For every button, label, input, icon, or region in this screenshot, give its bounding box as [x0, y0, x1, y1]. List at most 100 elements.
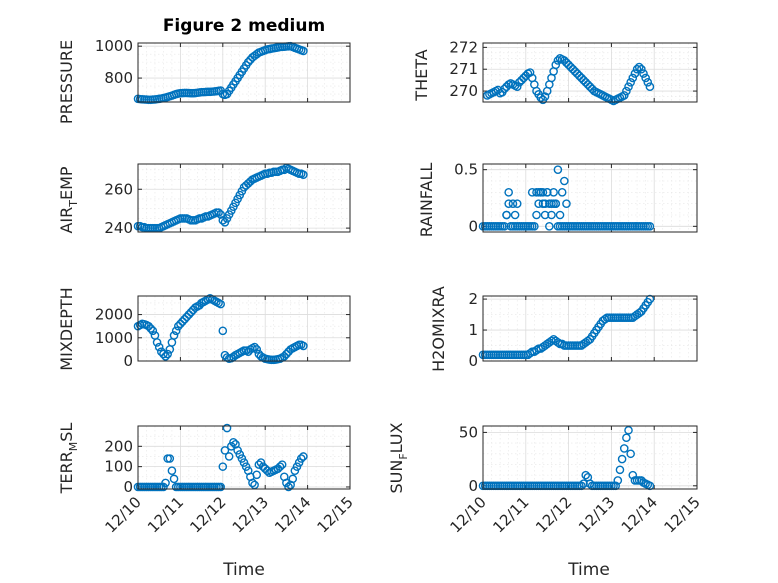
theta-point	[645, 82, 655, 92]
terr_msl-point	[292, 462, 302, 471]
terr-msl-ylabel-sub: M	[67, 442, 80, 452]
air_temp-plot-area	[138, 164, 350, 232]
terr_msl-point	[263, 466, 272, 476]
mixdepth-ytick-label: 0	[123, 352, 133, 370]
mixdepth-ylabel: MIXDEPTH	[57, 287, 76, 370]
terr_msl-point	[284, 482, 293, 492]
air_temp-ytick-label: 260	[104, 180, 133, 198]
terr_msl-point	[294, 458, 304, 467]
h2omixra-point	[645, 294, 655, 304]
terr_msl-ytick-label: 200	[104, 437, 133, 455]
terr_msl-point	[226, 442, 236, 451]
mixdepth-point	[180, 314, 189, 324]
terr_msl-point	[169, 474, 179, 484]
terr_msl-point	[241, 462, 251, 471]
theta-point	[515, 78, 524, 87]
theta-point	[622, 86, 631, 96]
terr_msl-point	[220, 446, 230, 455]
rainfall-point	[504, 188, 513, 197]
mixdepth-point	[169, 331, 179, 340]
theta-point	[560, 56, 569, 65]
pressure-point	[299, 46, 308, 56]
h2omixra-plot-area	[483, 296, 697, 361]
terr_msl-point	[254, 460, 264, 469]
rainfall-ytick-label: 0.5	[454, 161, 478, 179]
terr-msl-xlabel: Time	[222, 560, 265, 580]
rainfall-point	[540, 210, 550, 220]
air_temp-axes-box	[137, 163, 351, 233]
theta-point	[639, 69, 648, 78]
terr_msl-point	[222, 423, 232, 433]
mixdepth-ytick-label: 1000	[95, 329, 133, 347]
terr_msl-point	[256, 458, 266, 467]
mixdepth-point	[159, 349, 168, 359]
theta-point	[641, 73, 650, 83]
mixdepth-point	[148, 326, 158, 336]
subplot-pressure: 800 1000 Figure 2 medium PRESSURE	[57, 16, 351, 124]
sun-flux-ylabel-tail: LUX	[387, 422, 406, 453]
mixdepth-point	[182, 312, 192, 322]
pressure-ytick-label: 1000	[95, 37, 133, 55]
theta-point	[551, 60, 561, 70]
rainfall-point	[500, 222, 509, 231]
theta-point	[579, 75, 588, 85]
sun_flux-point	[615, 465, 625, 475]
rainfall-ytick-label: 0	[468, 217, 478, 235]
terr_msl-point	[235, 450, 245, 459]
pressure-axes-box	[137, 42, 351, 103]
mixdepth-point	[161, 352, 170, 361]
theta-point	[562, 58, 571, 67]
terr_msl-point	[299, 452, 308, 461]
rainfall-point	[530, 222, 539, 231]
theta-point	[630, 69, 640, 78]
air_temp-ytick-label: 240	[104, 219, 133, 237]
sun_flux-point	[581, 470, 591, 480]
terr_msl-point	[233, 446, 242, 455]
rainfall-point	[553, 165, 563, 174]
rainfall-point	[547, 210, 556, 220]
theta-axes-box	[482, 42, 698, 103]
air-temp-ylabel-sub: T	[67, 200, 80, 208]
theta-point	[585, 82, 595, 92]
theta-point	[512, 82, 522, 92]
theta-point	[566, 62, 576, 72]
theta-point	[581, 78, 591, 87]
sun_flux-point	[579, 479, 588, 488]
terr_msl-point	[252, 470, 262, 480]
rainfall-point	[542, 188, 552, 197]
rainfall-point	[504, 199, 513, 208]
terr_msl-point	[239, 458, 249, 467]
theta-point	[619, 91, 629, 100]
theta-point	[568, 64, 578, 74]
rainfall-point	[510, 210, 520, 220]
theta-point	[564, 60, 573, 70]
theta-point	[577, 73, 586, 83]
mixdepth-point	[252, 345, 262, 354]
rainfall-ylabel: RAINFALL	[417, 163, 436, 238]
theta-point	[624, 82, 633, 92]
terr_msl-point	[167, 466, 177, 476]
terr_msl-point	[237, 454, 247, 463]
theta-point	[634, 62, 644, 72]
theta-point	[500, 84, 509, 94]
sun_flux-point	[628, 470, 638, 480]
mixdepth-point	[184, 310, 194, 319]
mixdepth-point	[218, 326, 228, 336]
terr_msl-point	[290, 466, 300, 476]
air_temp-point	[214, 208, 223, 217]
theta-point	[570, 67, 580, 76]
theta-point	[572, 69, 582, 78]
sun_flux-plot-area	[483, 426, 697, 489]
theta-point	[632, 64, 642, 74]
theta-ytick-label: 271	[449, 60, 478, 78]
theta-point	[525, 68, 535, 77]
rainfall-point	[536, 188, 546, 197]
mixdepth-point	[163, 349, 172, 359]
mixdepth-point	[282, 349, 291, 359]
mixdepth-point	[229, 352, 238, 362]
rainfall-axes-box	[482, 163, 698, 233]
rainfall-point	[534, 199, 543, 208]
mixdepth-point	[146, 324, 156, 333]
rainfall-plot-area	[483, 164, 697, 232]
theta-point	[643, 78, 653, 87]
